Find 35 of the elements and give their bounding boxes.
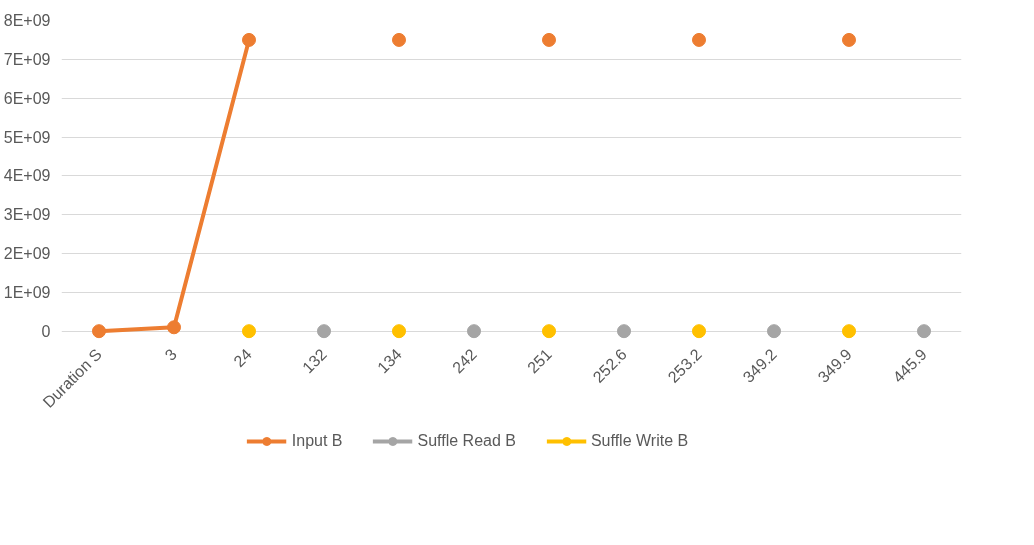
x-tick-label: 134 [374,345,406,377]
y-tick-label: 1E+09 [3,283,51,301]
point [542,324,556,339]
y-tick-label: 5E+09 [3,128,51,146]
y-tick-label: 3E+09 [3,206,51,224]
point [92,324,106,339]
y-tick-label: 6E+09 [3,89,51,107]
x-tick-label: 132 [299,345,331,377]
point [542,32,556,47]
x-tick-label: 242 [449,345,481,377]
point [392,32,406,47]
point [767,324,781,339]
y-tick-label: 0 [41,322,51,340]
x-tick-label: 24 [230,345,256,371]
x-tick-label: 251 [524,345,556,377]
point [317,324,331,339]
point [692,32,706,47]
point [242,324,256,339]
x-tick-label: 3 [161,345,181,364]
point [467,324,481,339]
point [917,324,931,339]
y-tick-label: 2E+09 [3,245,51,263]
y-tick-label: 7E+09 [3,50,51,68]
point [842,324,856,339]
y-tick-label: 8E+09 [3,12,51,29]
legend-label: Input B [291,432,343,450]
y-tick-label: 4E+09 [3,167,51,185]
point [392,324,406,339]
point [842,32,856,47]
point [167,320,181,335]
point [242,32,256,47]
legend-label: Suffle Read B [417,432,516,450]
point [692,324,706,339]
legend-label: Suffle Write B [590,432,689,450]
point [617,324,631,339]
